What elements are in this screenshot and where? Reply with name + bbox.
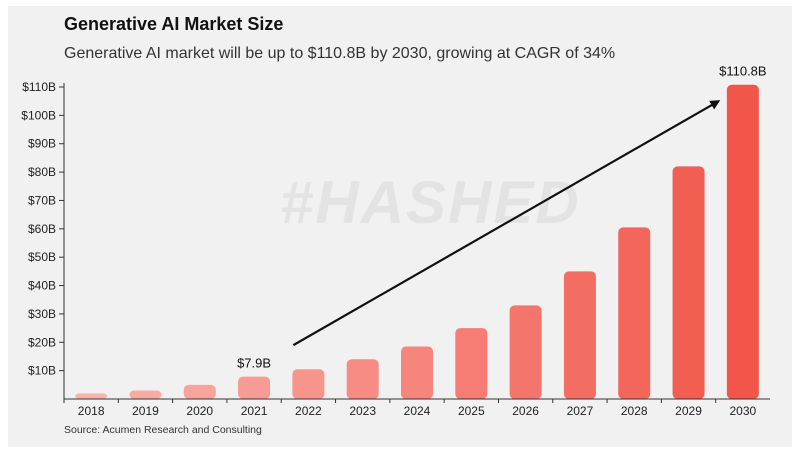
x-tick-label: 2019	[132, 404, 159, 418]
x-tick-label: 2029	[675, 404, 702, 418]
watermark-logo: #HASHED	[280, 169, 581, 236]
y-tick-label: $50B	[28, 250, 56, 264]
y-tick-label: $10B	[28, 364, 56, 378]
bar-series	[75, 84, 759, 400]
bar-2026	[509, 305, 542, 399]
chart-card	[8, 6, 792, 447]
y-tick-label: $100B	[21, 108, 56, 122]
y-axis: $10B $20B $30B $40B $50B $60B $70B $80B $90B $100…	[21, 80, 65, 399]
chart-subtitle: Generative AI market will be up to $110.…	[64, 45, 616, 62]
y-tick-label: $90B	[28, 137, 56, 151]
y-tick-label: $40B	[28, 279, 56, 293]
data-label-2021: $7.9B	[237, 356, 271, 371]
bar-2030	[726, 84, 759, 400]
data-label-2030: $110.8B	[719, 64, 766, 79]
x-tick-label: 2025	[458, 404, 485, 418]
y-tick-label: $20B	[28, 335, 56, 349]
x-tick-label: 2020	[186, 404, 213, 418]
x-tick-label: 2024	[404, 404, 431, 418]
x-tick-label: 2028	[621, 404, 648, 418]
y-tick-label: $80B	[28, 165, 56, 179]
chart-title: Generative AI Market Size	[64, 14, 284, 34]
bar-2022	[292, 369, 325, 399]
bar-2020	[183, 384, 216, 399]
data-labels: $7.9B $110.8B	[237, 64, 766, 371]
trend-arrow	[292, 100, 721, 347]
y-tick-label: $60B	[28, 222, 56, 236]
y-tick-label: $70B	[28, 193, 56, 207]
x-tick-label: 2030	[729, 404, 756, 418]
x-tick-label: 2023	[349, 404, 376, 418]
bar-2018	[75, 393, 108, 399]
bar-2024	[401, 346, 433, 399]
y-tick-label: $30B	[28, 307, 56, 321]
bar-2025	[455, 328, 488, 399]
x-tick-label: 2026	[512, 404, 539, 418]
x-axis: 2018 2019 2020 2021 2022 2023 2024 2025 2026 2027…	[63, 398, 770, 418]
x-tick-label: 2021	[241, 404, 268, 418]
bar-2029	[672, 166, 705, 399]
y-tick-label: $110B	[22, 80, 56, 94]
bar-2027	[563, 271, 596, 399]
bar-2028	[618, 227, 651, 399]
x-tick-label: 2022	[295, 404, 322, 418]
trend-annotation	[292, 100, 721, 347]
bar-2019	[129, 390, 162, 399]
bar-2023	[346, 359, 379, 399]
x-tick-label: 2027	[567, 404, 594, 418]
bar-2021	[238, 376, 271, 399]
source-note: Source: Acumen Research and Consulting	[64, 424, 262, 436]
x-tick-label: 2018	[78, 404, 105, 418]
